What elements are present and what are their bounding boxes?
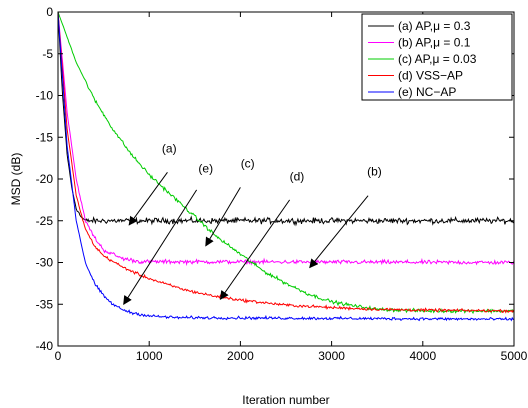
series-line-3 [58, 12, 514, 314]
x-tick-label-3: 3000 [318, 349, 345, 363]
annotation-arrow-2 [205, 187, 241, 247]
legend-entry-3: (d) VSS−AP [398, 69, 463, 83]
annotation-label-2: (c) [241, 156, 255, 170]
y-tick-label-0: 0 [46, 5, 53, 19]
annotation-label-4: (b) [367, 165, 382, 179]
annotation-arrow-3 [219, 199, 291, 300]
legend-entry-4: (e) NC−AP [398, 85, 456, 99]
series-line-2 [58, 12, 514, 315]
annotation-label-0: (a) [162, 141, 177, 155]
legend-entry-2: (c) AP,μ = 0.03 [398, 52, 477, 66]
y-axis-label: MSD (dB) [9, 153, 23, 206]
annotation-label-3: (d) [290, 170, 305, 184]
y-tick-label-1: -5 [42, 47, 53, 61]
series-line-1 [58, 12, 514, 267]
x-axis-label: Iteration number [242, 393, 329, 407]
x-tick-label-4: 4000 [409, 349, 436, 363]
legend-entry-1: (b) AP,μ = 0.1 [398, 36, 471, 50]
x-tick-label-0: 0 [55, 349, 62, 363]
series-line-4 [58, 12, 514, 322]
y-tick-label-6: -30 [36, 256, 54, 270]
y-tick-label-5: -25 [36, 214, 54, 228]
annotation-arrow-0 [128, 172, 168, 226]
x-tick-label-1: 1000 [136, 349, 163, 363]
y-tick-label-8: -40 [36, 339, 54, 353]
y-tick-label-7: -35 [36, 297, 54, 311]
x-tick-label-5: 5000 [501, 349, 528, 363]
legend-entry-0: (a) AP,μ = 0.3 [398, 19, 471, 33]
y-tick-label-3: -15 [36, 130, 54, 144]
annotation-label-1: (e) [198, 161, 213, 175]
legend-box [361, 13, 513, 101]
annotation-arrow-1 [123, 189, 198, 306]
annotation-arrow-4 [309, 195, 369, 269]
y-tick-label-2: -10 [36, 89, 54, 103]
x-tick-label-2: 2000 [227, 349, 254, 363]
y-tick-label-4: -20 [36, 172, 54, 186]
